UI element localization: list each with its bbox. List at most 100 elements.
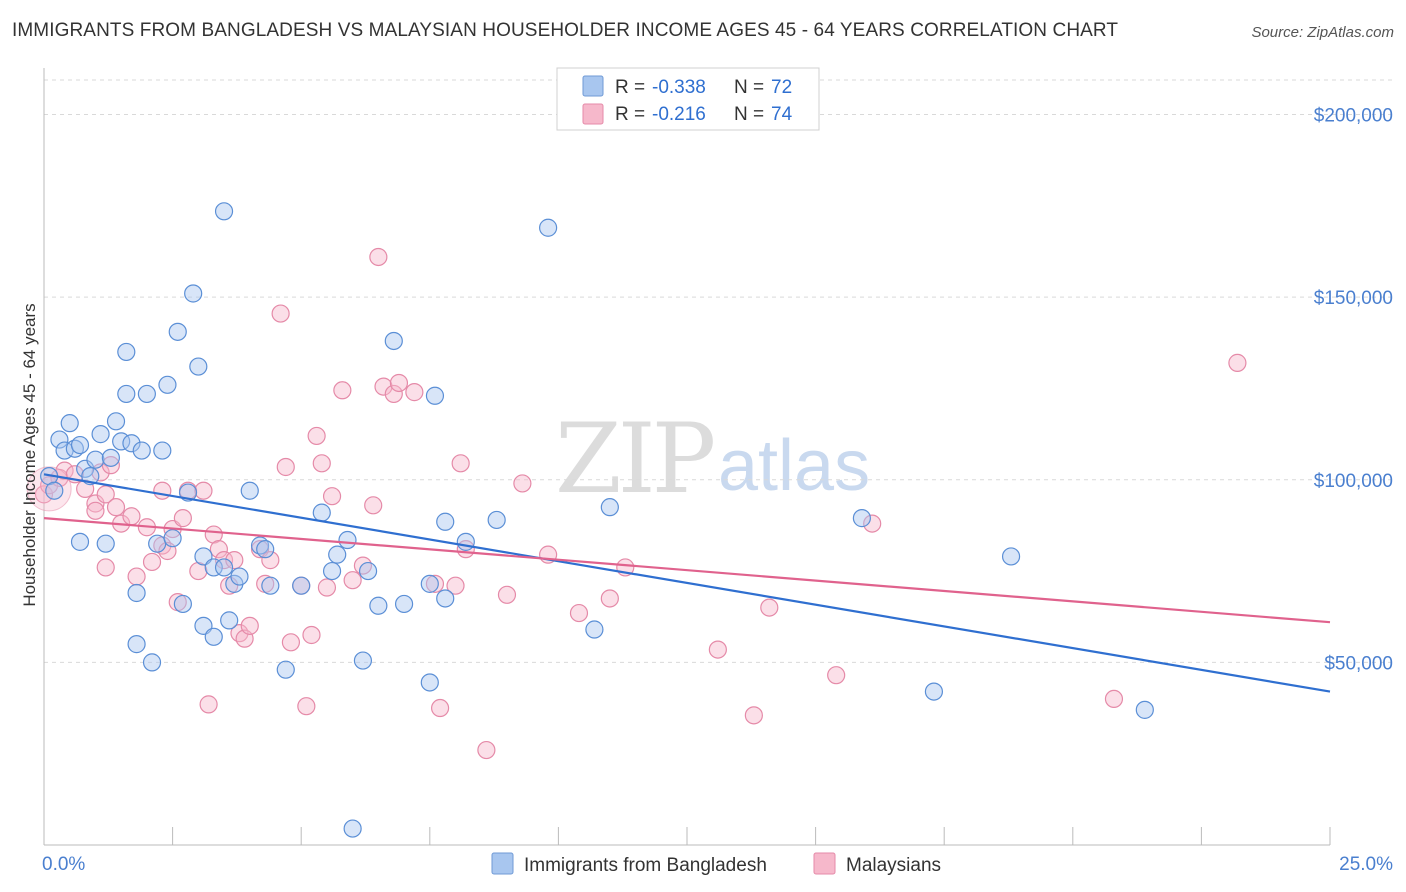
bangladesh-point (585, 620, 604, 639)
bangladesh-point (220, 611, 239, 630)
bangladesh-point (420, 673, 439, 692)
legend-n-value-blue: 72 (771, 77, 792, 98)
bangladesh-point (70, 435, 90, 455)
malaysians-point (297, 697, 316, 716)
series-legend-label-malaysians: Malaysians (846, 855, 941, 876)
bangladesh-point (184, 284, 203, 303)
bangladesh-point (487, 510, 506, 530)
malaysians-point (127, 567, 146, 586)
bangladesh-point (50, 430, 69, 449)
axes (43, 68, 1331, 846)
malaysians-point (497, 585, 517, 604)
malaysians-point (863, 514, 882, 533)
bangladesh-point (91, 425, 110, 444)
malaysians-point (343, 571, 362, 590)
bangladesh-point (436, 512, 455, 531)
series-legend: Immigrants from Bangladesh Malaysians (491, 852, 941, 876)
malaysians-point (364, 496, 383, 515)
bangladesh-point (70, 532, 90, 551)
malaysians-trend-line (43, 517, 1331, 624)
malaysians-point (106, 498, 126, 517)
legend-n-value-pink: 74 (771, 104, 793, 125)
x-tick-label-max: 25.0% (1339, 854, 1393, 875)
malaysians-point (760, 598, 779, 617)
malaysians-point (312, 454, 331, 473)
bangladesh-point (127, 583, 146, 603)
bangladesh-point (600, 498, 619, 517)
legend-r-label-blue: R = (615, 77, 645, 98)
malaysians-point (425, 574, 445, 593)
bangladesh-point (261, 576, 280, 595)
bangladesh-point (168, 322, 187, 341)
trend-lines (43, 473, 1331, 693)
bangladesh-point (369, 596, 388, 615)
bangladesh-point (45, 481, 64, 500)
malaysians-point (446, 576, 465, 595)
malaysians-point (86, 494, 105, 513)
malaysians-point (317, 578, 337, 597)
malaysians-point (122, 507, 141, 526)
bangladesh-point (322, 561, 342, 581)
malaysians-point (173, 509, 192, 528)
malaysians-point (96, 558, 115, 577)
malaysians-point (744, 706, 763, 725)
bangladesh-point (173, 594, 192, 614)
bangladesh-point (338, 530, 357, 550)
bangladesh-point (60, 414, 79, 433)
bangladesh-point (117, 384, 136, 404)
bangladesh-point (1135, 700, 1154, 719)
bangladesh-point (1001, 547, 1021, 566)
legend-r-value-blue: -0.338 (652, 77, 706, 98)
bangladesh-point (117, 342, 136, 362)
legend-swatch-blue (582, 75, 604, 97)
malaysians-point (405, 383, 424, 402)
malaysians-point (230, 624, 249, 643)
malaysians-point (194, 481, 213, 500)
series-legend-swatch-malaysians (813, 852, 836, 875)
bangladesh-points (40, 202, 1154, 838)
y-tick-label: $50,000 (1324, 653, 1393, 674)
bangladesh-point (101, 448, 120, 467)
bangladesh-point (214, 558, 234, 577)
bangladesh-point (189, 357, 208, 376)
bangladesh-point (436, 589, 455, 608)
legend-r-label-pink: R = (615, 104, 645, 125)
malaysians-point (374, 377, 393, 396)
y-axis-label: Householder Income Ages 45 - 64 years (20, 303, 39, 606)
malaysians-points (26, 247, 1247, 760)
x-tick-label-min: 0.0% (42, 854, 85, 875)
watermark-zip: ZIP (555, 403, 714, 515)
legend-r-value-pink: -0.216 (652, 104, 706, 125)
bangladesh-point (137, 384, 156, 404)
chart-title: IMMIGRANTS FROM BANGLADESH VS MALAYSIAN … (12, 20, 1119, 41)
bangladesh-point (86, 450, 105, 469)
watermark-atlas: atlas (718, 426, 870, 506)
malaysians-point (240, 616, 259, 635)
source-credit: Source: ZipAtlas.com (1251, 24, 1394, 41)
malaysians-point (276, 457, 295, 477)
series-legend-label-bangladesh: Immigrants from Bangladesh (524, 855, 767, 876)
bangladesh-point (214, 202, 234, 221)
malaysians-point (96, 485, 115, 504)
bangladesh-point (343, 819, 362, 838)
malaysians-point (209, 540, 228, 559)
bangladesh-point (384, 331, 403, 351)
malaysians-point (451, 454, 470, 473)
malaysians-point (369, 247, 388, 267)
bangladesh-point (425, 386, 445, 405)
bangladesh-point (292, 576, 311, 595)
malaysians-point (261, 551, 280, 570)
malaysians-point (827, 666, 846, 685)
y-tick-label: $100,000 (1314, 471, 1393, 492)
malaysians-point (214, 551, 234, 570)
y-tick-label: $200,000 (1314, 106, 1393, 127)
malaysians-point (225, 551, 244, 570)
malaysians-point (569, 603, 589, 623)
bangladesh-point (142, 653, 162, 672)
malaysians-point (389, 373, 409, 393)
bangladesh-point (456, 532, 475, 551)
malaysians-point (281, 633, 301, 652)
malaysians-point (40, 476, 59, 495)
bangladesh-point (106, 412, 126, 431)
malaysians-point (430, 698, 450, 718)
